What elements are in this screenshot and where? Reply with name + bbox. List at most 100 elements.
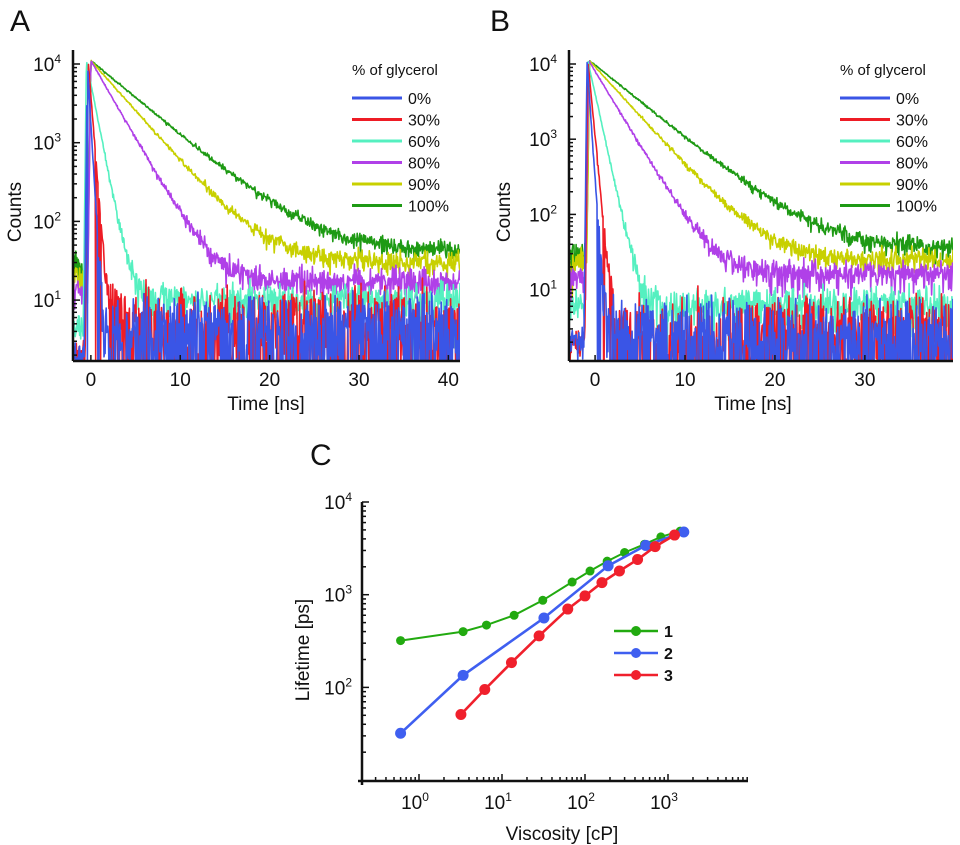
panel-b-x-axis-title: Time [ns] — [714, 394, 791, 415]
data-point-series-1 — [481, 620, 491, 630]
legend-label: 0% — [408, 91, 431, 108]
x-tick-label: 10 — [170, 370, 191, 391]
data-point-series-2 — [640, 539, 652, 551]
data-point-series-1 — [458, 627, 468, 637]
decay-curve-30pct — [73, 63, 460, 361]
legend-label: 3 — [664, 668, 673, 685]
data-point-series-3 — [632, 553, 644, 565]
legend-marker-2 — [631, 648, 641, 658]
y-tick-label: 102 — [529, 202, 557, 226]
decay-curve-0pct — [569, 61, 953, 361]
decay-curve-100pct — [73, 60, 460, 287]
decay-curve-100pct — [569, 59, 953, 292]
y-tick-label: 104 — [33, 52, 61, 76]
data-point-series-2 — [538, 612, 550, 624]
panel-b-axes: 101 102 103 104 0 10 20 30 — [529, 50, 953, 391]
data-point-series-3 — [455, 709, 467, 721]
data-point-series-3 — [479, 683, 491, 695]
data-point-series-1 — [396, 636, 406, 646]
x-tick-label: 102 — [567, 790, 595, 814]
data-point-series-3 — [669, 529, 681, 541]
decay-curve-90pct — [73, 59, 460, 296]
series-line-1 — [400, 530, 681, 642]
y-tick-label: 104 — [324, 490, 352, 514]
legend-label: 30% — [896, 113, 928, 130]
panel-a: A 101 102 103 104 0 10 20 30 40 Time [ns] Counts… — [5, 5, 460, 415]
legend-label: 30% — [408, 113, 440, 130]
data-point-series-3 — [533, 630, 545, 642]
y-tick-label: 104 — [529, 52, 557, 76]
data-point-series-2 — [395, 727, 407, 739]
data-point-series-3 — [596, 577, 608, 589]
panel-c-axes: 102 103 104 100 101 102 103 — [324, 490, 748, 814]
panel-c: C 102 103 104 100 101 102 103 Viscosity [cP] L… — [293, 439, 748, 845]
y-tick-label: 102 — [324, 675, 352, 699]
data-point-series-2 — [678, 526, 690, 538]
panel-a-curves — [73, 59, 460, 361]
x-tick-label: 0 — [86, 370, 97, 391]
legend-label: 100% — [408, 199, 449, 216]
panel-c-curves — [395, 526, 690, 739]
y-tick-label: 103 — [324, 583, 352, 607]
data-point-series-3 — [649, 541, 661, 553]
panel-c-legend: 1 2 3 — [614, 624, 673, 685]
panel-b-label: B — [490, 5, 510, 38]
legend-label: 90% — [408, 177, 440, 194]
series-line-3 — [459, 533, 676, 716]
x-tick-label: 30 — [348, 370, 369, 391]
data-point-series-2 — [602, 560, 614, 572]
decay-curve-80pct — [569, 60, 953, 318]
legend-label: 90% — [896, 177, 928, 194]
decay-curve-90pct — [569, 60, 953, 301]
x-tick-label: 20 — [764, 370, 785, 391]
legend-label: 1 — [664, 624, 673, 641]
data-point-series-3 — [579, 590, 591, 602]
data-point-series-1 — [509, 610, 519, 620]
panel-a-legend: % of glycerol 0% 30% 60% 80% 90% 100% — [352, 62, 449, 216]
panel-b-legend: % of glycerol 0% 30% 60% 80% 90% 100% — [840, 62, 937, 216]
y-tick-label: 103 — [33, 131, 61, 155]
legend-label: 2 — [664, 646, 673, 663]
panel-c-y-axis-title: Lifetime [ps] — [293, 599, 314, 701]
x-tick-label: 30 — [854, 370, 875, 391]
legend-marker-1 — [631, 626, 641, 636]
y-tick-label: 101 — [33, 288, 61, 312]
x-tick-label: 40 — [438, 370, 459, 391]
legend-label: 100% — [896, 199, 937, 216]
panel-b-legend-title: % of glycerol — [840, 62, 926, 79]
x-tick-label: 101 — [484, 790, 512, 814]
legend-label: 60% — [896, 134, 928, 151]
x-tick-label: 0 — [590, 370, 601, 391]
data-point-series-3 — [613, 565, 625, 577]
panel-b-y-axis-title: Counts — [494, 182, 515, 242]
panel-a-label: A — [10, 5, 30, 38]
legend-marker-3 — [631, 670, 641, 680]
panel-a-x-axis-title: Time [ns] — [227, 394, 304, 415]
data-point-series-1 — [567, 577, 577, 587]
panel-b: B 101 102 103 104 0 10 20 30 Time [ns] Counts %… — [490, 5, 953, 415]
panel-c-x-axis-title: Viscosity [cP] — [506, 824, 619, 845]
data-point-series-3 — [562, 603, 574, 615]
data-point-series-1 — [585, 566, 595, 576]
decay-curve-80pct — [73, 60, 460, 311]
y-tick-label: 102 — [33, 209, 61, 233]
panel-a-y-axis-title: Counts — [5, 182, 26, 242]
legend-label: 60% — [408, 134, 440, 151]
legend-label: 80% — [896, 156, 928, 173]
x-tick-label: 20 — [259, 370, 280, 391]
x-tick-label: 103 — [650, 790, 678, 814]
x-tick-label: 10 — [674, 370, 695, 391]
panel-c-label: C — [310, 439, 332, 472]
x-tick-label: 100 — [401, 790, 429, 814]
data-point-series-3 — [505, 657, 517, 669]
decay-curve-0pct — [73, 70, 460, 361]
panel-b-curves — [569, 59, 953, 361]
series-3 — [455, 529, 681, 721]
panel-a-legend-title: % of glycerol — [352, 62, 438, 79]
legend-label: 80% — [408, 156, 440, 173]
decay-curve-60pct — [73, 61, 460, 361]
y-tick-label: 101 — [529, 278, 557, 302]
data-point-series-2 — [457, 669, 469, 681]
data-point-series-1 — [538, 595, 548, 605]
